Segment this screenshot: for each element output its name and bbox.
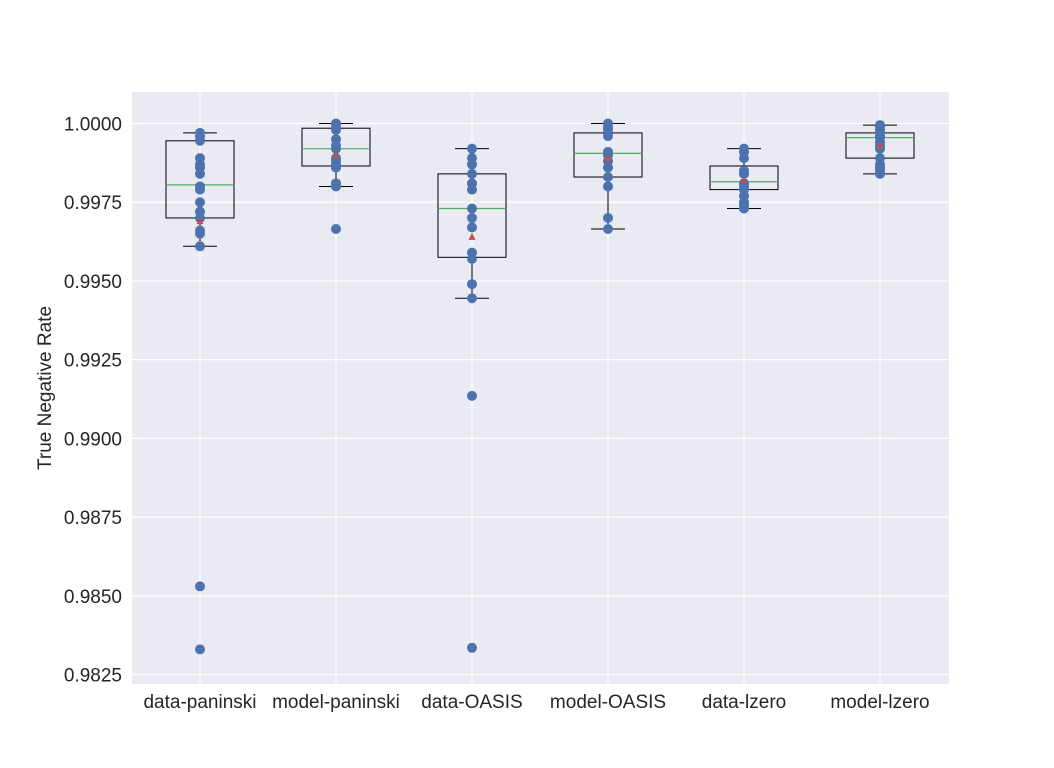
data-point (739, 153, 749, 164)
data-point (467, 168, 477, 179)
x-tick-label: data-OASIS (421, 692, 522, 713)
data-point (195, 581, 205, 592)
data-point (195, 228, 205, 239)
data-point (331, 162, 341, 173)
x-tick-label: model-paninski (272, 692, 400, 713)
data-point (195, 168, 205, 179)
y-tick-label: 0.9925 (64, 351, 122, 372)
mean-marker (196, 217, 204, 225)
mean-marker (740, 176, 748, 184)
mean-marker (876, 141, 884, 149)
x-tick-label: data-lzero (702, 692, 787, 713)
data-point (195, 197, 205, 208)
data-point (331, 124, 341, 135)
y-tick-label: 0.9950 (64, 272, 122, 293)
mean-marker (468, 232, 476, 240)
data-point (603, 223, 613, 234)
y-tick-label: 1.0000 (64, 114, 122, 135)
x-tick-label: data-paninski (143, 692, 256, 713)
y-tick-label: 0.9850 (64, 587, 122, 608)
mean-marker (604, 154, 612, 162)
data-point (195, 241, 205, 252)
data-point (603, 212, 613, 223)
data-point (467, 143, 477, 154)
data-point (331, 143, 341, 154)
y-tick-label: 0.9900 (64, 429, 122, 450)
data-point (467, 184, 477, 195)
y-axis-label: True Negative Rate (35, 306, 56, 470)
data-point (195, 644, 205, 655)
data-point (195, 184, 205, 195)
data-point (331, 223, 341, 234)
data-point (603, 162, 613, 173)
data-points (195, 118, 885, 655)
data-point (467, 390, 477, 401)
data-point (603, 131, 613, 142)
plot-area (132, 92, 949, 684)
data-point (467, 203, 477, 214)
data-point (467, 222, 477, 233)
y-tick-label: 0.9975 (64, 193, 122, 214)
data-point (739, 168, 749, 179)
y-tick-label: 0.9825 (64, 666, 122, 687)
y-tick-label: 0.9875 (64, 508, 122, 529)
x-tick-label: model-OASIS (550, 692, 666, 713)
data-point (467, 159, 477, 170)
data-point (467, 253, 477, 264)
data-point (195, 135, 205, 146)
data-point (603, 181, 613, 192)
x-axis-ticks: data-paninski model-paninski data-OASIS mod… (143, 692, 929, 713)
data-point (875, 143, 885, 154)
y-axis-ticks: 0.9825 0.9850 0.9875 0.9900 0.9925 0.9950 0.99… (64, 114, 122, 686)
x-tick-label: model-lzero (830, 692, 929, 713)
data-point (467, 212, 477, 223)
data-point (331, 181, 341, 192)
data-point (739, 203, 749, 214)
data-point (467, 279, 477, 290)
data-point (467, 293, 477, 304)
data-point (875, 168, 885, 179)
data-point (603, 172, 613, 183)
mean-marker (332, 150, 340, 158)
data-point (467, 642, 477, 653)
